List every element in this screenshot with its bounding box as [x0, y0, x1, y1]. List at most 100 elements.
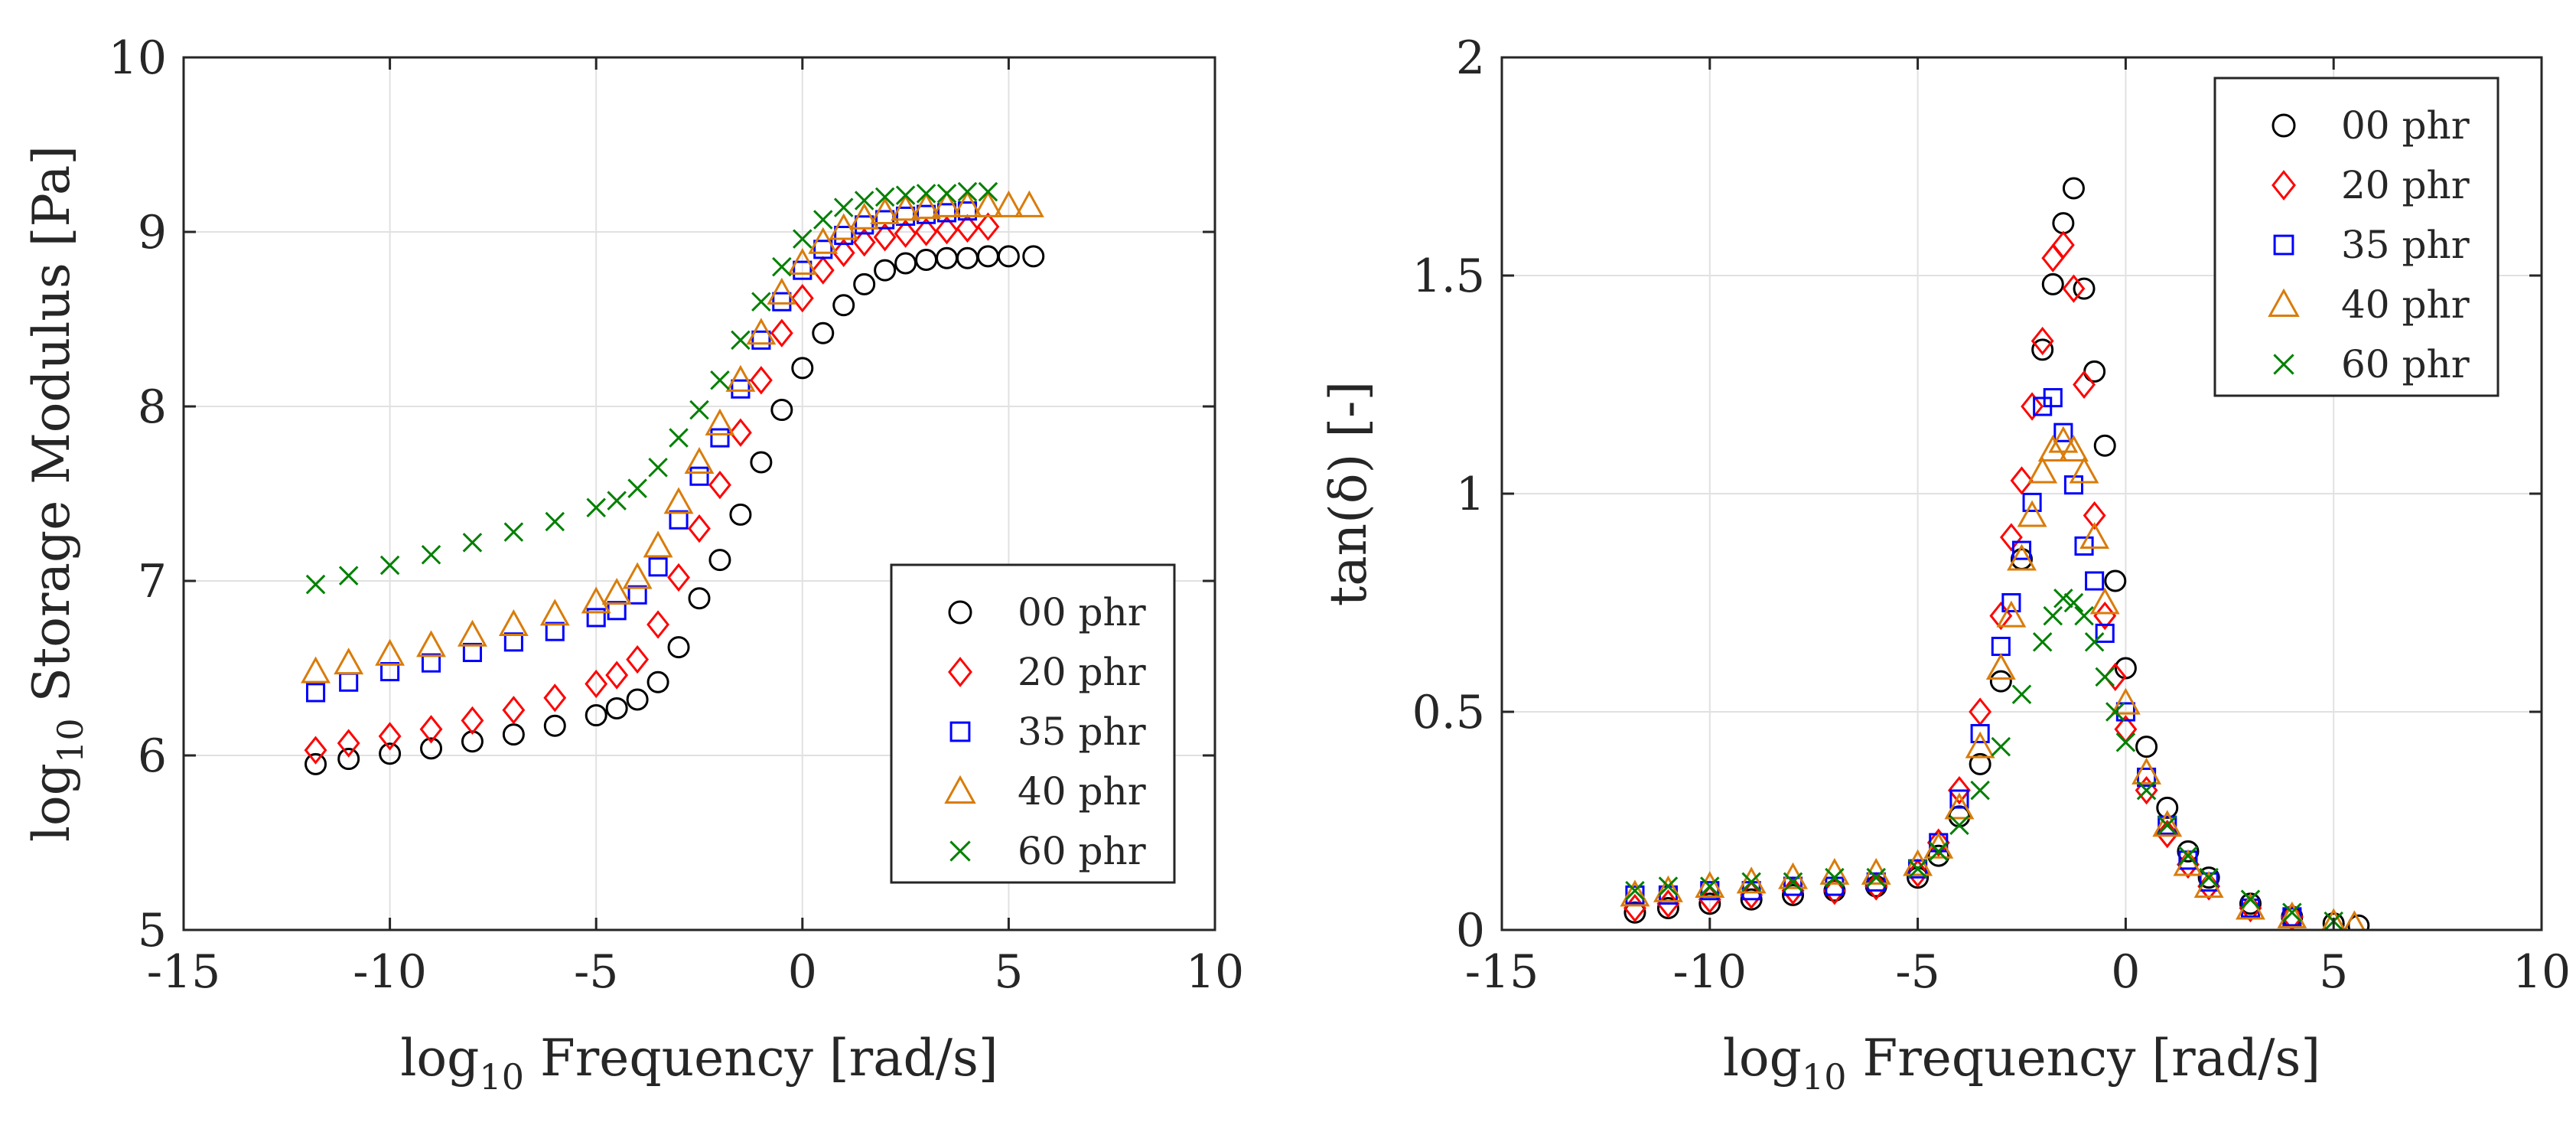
legend-marker — [948, 600, 972, 625]
data-point-15 — [749, 366, 773, 395]
data-point-3 — [421, 545, 441, 565]
data-point-28 — [1014, 190, 1044, 217]
data-point-1 — [1656, 897, 1679, 919]
data-point-5 — [1822, 876, 1846, 905]
data-point-14 — [2043, 605, 2063, 626]
data-point-6 — [545, 511, 565, 532]
data-point-16 — [2037, 435, 2068, 462]
data-point-13 — [2011, 540, 2032, 560]
data-point-24 — [935, 216, 959, 245]
data-point-24 — [2152, 810, 2183, 837]
data-point-20 — [2105, 702, 2125, 722]
data-point-10 — [1970, 780, 1990, 801]
data-point-1 — [1658, 876, 1679, 896]
legend: 00 phr 20 phr 35 phr 40 phr 60 phr — [2213, 77, 2499, 397]
data-point-12 — [684, 446, 715, 474]
data-point-11 — [667, 636, 690, 659]
x-tick-label: 5 — [994, 945, 1023, 999]
data-point-26 — [972, 190, 1003, 217]
data-point-21 — [2115, 732, 2136, 752]
data-point-7 — [585, 704, 607, 727]
data-point-11 — [669, 510, 689, 530]
data-point-2 — [378, 722, 402, 751]
data-point-15 — [751, 330, 771, 350]
legend-marker — [944, 775, 976, 804]
data-point-3 — [420, 737, 443, 760]
data-point-9 — [1944, 792, 1975, 820]
data-point-18 — [2084, 632, 2105, 652]
data-point-20 — [2085, 571, 2105, 591]
data-point-25 — [2199, 867, 2219, 888]
data-point-3 — [1736, 866, 1767, 894]
data-point-8 — [607, 491, 627, 511]
data-point-12 — [2011, 684, 2032, 704]
data-point-8 — [1929, 841, 1949, 862]
legend-item: 60 phr — [949, 829, 1146, 873]
data-point-8 — [601, 577, 632, 605]
data-point-14 — [731, 379, 751, 399]
legend-marker — [948, 657, 972, 687]
data-point-21 — [874, 259, 897, 282]
data-point-26 — [978, 181, 998, 202]
legend-marker — [2272, 113, 2296, 138]
data-point-24 — [936, 184, 957, 204]
data-point-13 — [710, 428, 730, 448]
data-point-13 — [2007, 543, 2037, 571]
data-point-4 — [461, 706, 484, 736]
data-point-19 — [2074, 536, 2094, 556]
data-point-21 — [870, 197, 900, 224]
data-point-15 — [2031, 326, 2054, 356]
data-point-9 — [627, 585, 647, 605]
x-tick-label: -15 — [1465, 945, 1539, 999]
data-point-28 — [2277, 901, 2307, 928]
y-tick-label: 8 — [138, 380, 167, 434]
data-point-17 — [791, 357, 814, 380]
legend-label: 60 phr — [1018, 829, 1146, 873]
data-point-5 — [502, 696, 526, 725]
data-point-4 — [457, 619, 487, 647]
data-point-0 — [1620, 879, 1650, 907]
data-point-17 — [2073, 277, 2096, 300]
data-point-3 — [1740, 888, 1763, 911]
data-point-10 — [1969, 752, 1991, 775]
data-point-17 — [2074, 605, 2094, 626]
data-point-8 — [1926, 828, 1950, 857]
data-point-3 — [419, 715, 443, 744]
data-point-16 — [767, 277, 797, 305]
data-point-14 — [729, 503, 752, 526]
legend-label: 40 phr — [1018, 769, 1146, 814]
data-point-13 — [2032, 632, 2053, 652]
legend-item: 40 phr — [2268, 282, 2470, 327]
data-point-11 — [1985, 653, 2016, 680]
data-point-2 — [1695, 871, 1725, 899]
y-tick-label: 1.5 — [1412, 250, 1485, 303]
legend-label: 60 phr — [2341, 342, 2470, 387]
data-point-2 — [379, 555, 400, 576]
data-point-14 — [725, 364, 756, 392]
data-point-14 — [2022, 492, 2042, 512]
legend-marker — [2273, 234, 2294, 256]
data-point-21 — [2089, 587, 2120, 615]
data-point-1 — [1653, 875, 1683, 902]
data-point-9 — [626, 644, 650, 674]
data-point-5 — [502, 723, 525, 746]
data-point-20 — [852, 228, 876, 257]
data-point-4 — [1781, 876, 1805, 905]
data-point-19 — [832, 238, 855, 268]
data-point-17 — [793, 260, 813, 280]
data-points — [301, 181, 1045, 775]
data-point-2 — [375, 638, 405, 666]
legend-label: 35 phr — [1018, 710, 1146, 754]
data-point-21 — [873, 223, 897, 252]
data-point-9 — [626, 688, 649, 711]
series-40-phr — [301, 190, 1044, 683]
data-point-0 — [304, 752, 327, 775]
data-point-6 — [543, 714, 566, 737]
data-point-5 — [1825, 867, 1845, 888]
data-point-27 — [2197, 872, 2221, 901]
data-point-18 — [808, 227, 839, 254]
data-point-3 — [416, 630, 446, 657]
legend-label: 00 phr — [2341, 103, 2470, 148]
data-point-21 — [874, 187, 895, 207]
data-point-29 — [2321, 908, 2346, 930]
